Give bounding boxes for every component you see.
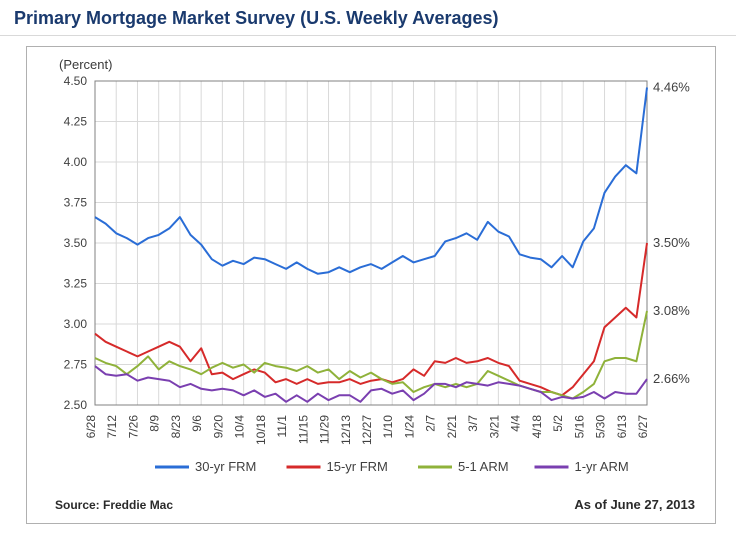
legend-label: 1-yr ARM <box>575 459 629 474</box>
y-tick-label: 2.75 <box>64 358 88 372</box>
x-tick-label: 3/21 <box>487 415 501 439</box>
page-root: Primary Mortgage Market Survey (U.S. Wee… <box>0 0 736 537</box>
x-tick-label: 7/12 <box>105 415 119 439</box>
chart-container: (Percent) 2.50 2.75 3.00 3.25 3.50 3.75 4.00 4.2… <box>26 46 716 524</box>
legend-label: 15-yr FRM <box>327 459 388 474</box>
x-tick-label: 11/1 <box>275 415 289 438</box>
y-axis-title: (Percent) <box>59 57 112 72</box>
mortgage-chart: (Percent) 2.50 2.75 3.00 3.25 3.50 3.75 4.00 4.2… <box>27 47 715 523</box>
source-text: Source: Freddie Mac <box>55 498 173 512</box>
series-end-label: 4.46% <box>653 79 690 94</box>
y-tick-label: 4.00 <box>64 155 88 169</box>
page-title: Primary Mortgage Market Survey (U.S. Wee… <box>0 0 736 36</box>
x-tick-label: 6/28 <box>84 415 98 439</box>
x-tick-label: 6/27 <box>636 415 650 439</box>
y-tick-label: 4.25 <box>64 115 88 129</box>
x-tick-label: 5/16 <box>572 415 586 439</box>
x-tick-label: 5/2 <box>551 415 565 432</box>
x-tick-label: 2/7 <box>424 415 438 432</box>
x-tick-label: 10/4 <box>233 415 247 439</box>
y-tick-label: 3.50 <box>64 236 88 250</box>
y-tick-label: 2.50 <box>64 398 88 412</box>
series-end-label: 2.66% <box>653 371 690 386</box>
x-tick-label: 11/15 <box>296 415 310 444</box>
legend-label: 30-yr FRM <box>195 459 256 474</box>
x-tick-label: 5/30 <box>594 415 608 439</box>
x-tick-label: 9/20 <box>211 415 225 439</box>
y-tick-label: 3.00 <box>64 317 88 331</box>
y-tick-label: 3.25 <box>64 277 88 291</box>
asof-text: As of June 27, 2013 <box>574 497 695 512</box>
series-end-label: 3.50% <box>653 235 690 250</box>
y-tick-label: 3.75 <box>64 196 88 210</box>
x-tick-label: 1/24 <box>402 415 416 439</box>
y-tick-label: 4.50 <box>64 74 88 88</box>
x-tick-label: 4/18 <box>530 415 544 439</box>
x-tick-label: 4/4 <box>509 415 523 432</box>
x-tick-label: 8/9 <box>148 415 162 432</box>
series-end-label: 3.08% <box>653 303 690 318</box>
x-tick-label: 1/10 <box>381 415 395 439</box>
legend-label: 5-1 ARM <box>458 459 509 474</box>
x-tick-label: 8/23 <box>169 415 183 439</box>
x-tick-label: 11/29 <box>318 415 332 444</box>
x-tick-label: 12/13 <box>339 415 353 445</box>
x-tick-label: 10/18 <box>254 415 268 445</box>
x-tick-label: 2/21 <box>445 415 459 439</box>
x-tick-label: 6/13 <box>615 415 629 439</box>
x-tick-label: 12/27 <box>360 415 374 445</box>
x-tick-label: 7/26 <box>126 415 140 439</box>
x-tick-label: 3/7 <box>466 415 480 432</box>
x-tick-label: 9/6 <box>190 415 204 432</box>
